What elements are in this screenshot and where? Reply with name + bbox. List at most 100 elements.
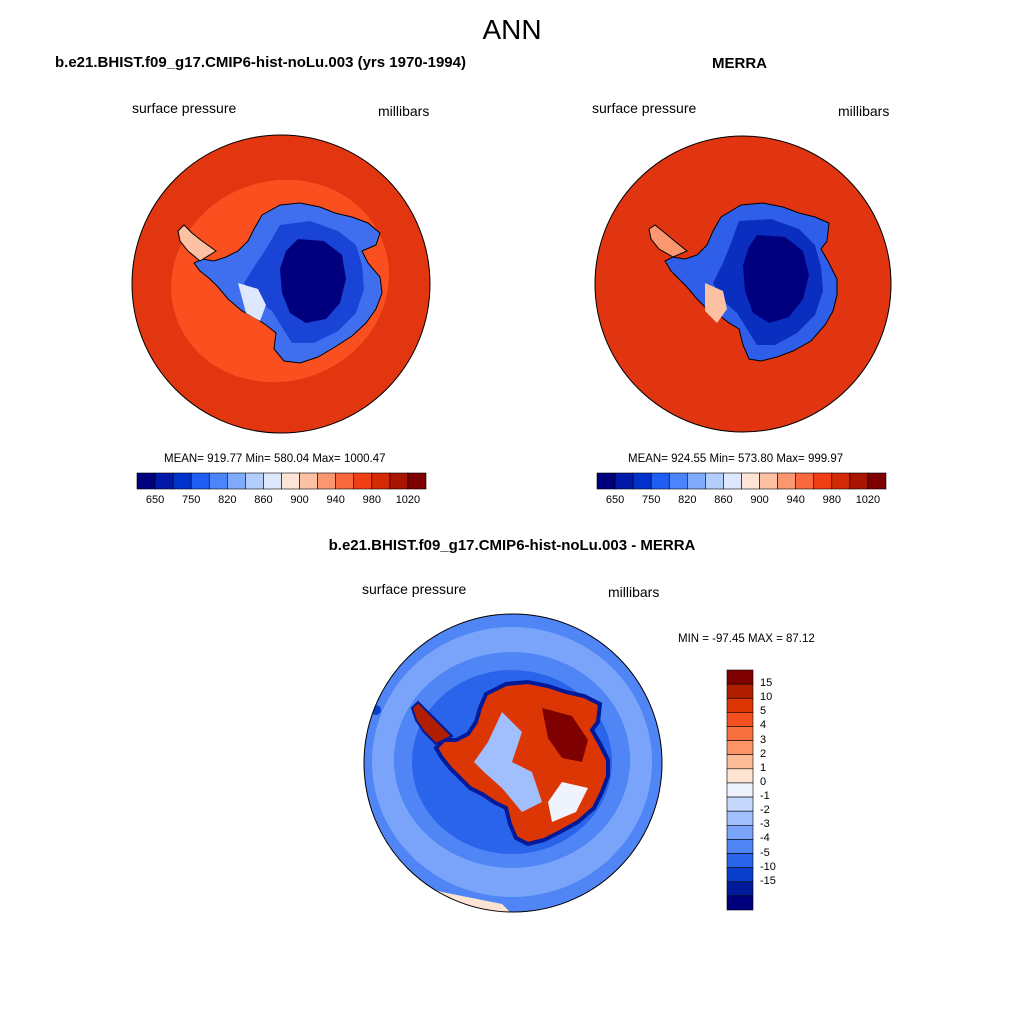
diff-colorbar-box bbox=[726, 712, 754, 727]
diff-antarctica-blue-mix bbox=[474, 712, 542, 812]
obs-colorbar-box bbox=[596, 472, 616, 490]
model-colorbar-box bbox=[154, 472, 174, 490]
obs-colorbar-ticks: 650 750 820 860 900 940 980 1020 bbox=[597, 494, 886, 510]
model-colorbar-box bbox=[245, 472, 264, 490]
diff-colorbar-tick-label: 5 bbox=[760, 705, 767, 718]
model-colorbar-box bbox=[353, 472, 373, 490]
obs-colorbar-tick-label: 650 bbox=[605, 494, 625, 506]
diff-colorbar-tick-label: -10 bbox=[760, 860, 776, 873]
obs-colorbar-box bbox=[813, 472, 833, 490]
diff-colorbar-tick-label: -5 bbox=[760, 846, 770, 859]
model-colorbar-box bbox=[281, 472, 300, 490]
model-colorbar-box bbox=[407, 472, 427, 490]
obs-colorbar-box bbox=[759, 472, 778, 490]
obs-colorbar-box bbox=[687, 472, 706, 490]
diff-units-label: millibars bbox=[608, 584, 660, 600]
obs-colorbar-box bbox=[795, 472, 815, 490]
diff-colorbar-box bbox=[726, 839, 754, 854]
diff-variable-label: surface pressure bbox=[362, 581, 467, 597]
model-colorbar-tick-label: 750 bbox=[182, 494, 201, 506]
model-colorbar-box bbox=[299, 472, 318, 490]
model-plateau-high bbox=[280, 239, 346, 323]
diff-colorbar-tick-label: 15 bbox=[760, 677, 773, 690]
model-colorbar-box bbox=[227, 472, 246, 490]
model-colorbar-box bbox=[335, 472, 355, 490]
obs-colorbar-tick-label: 820 bbox=[678, 494, 697, 506]
model-colorbar-box bbox=[317, 472, 336, 490]
model-colorbar-tick-label: 940 bbox=[326, 494, 345, 506]
model-peninsula bbox=[177, 224, 217, 262]
model-colorbar bbox=[136, 472, 427, 490]
diff-colorbar-box bbox=[726, 782, 754, 798]
model-colorbar-tick-label: 980 bbox=[362, 494, 381, 506]
model-colorbar-tick-label: 650 bbox=[145, 494, 165, 506]
model-colorbar-box bbox=[208, 472, 228, 490]
diff-colorbar-tick-label: -1 bbox=[760, 790, 770, 803]
diff-colorbar-tick-label: -15 bbox=[760, 874, 776, 887]
diff-antarctica-deep-red bbox=[542, 708, 588, 762]
diff-colorbar-tick-label: -4 bbox=[760, 832, 770, 845]
obs-colorbar-box bbox=[668, 472, 688, 490]
obs-colorbar-tick-label: 940 bbox=[786, 494, 805, 506]
obs-ice-shelf-light bbox=[705, 283, 727, 323]
model-ice-shelf-light bbox=[238, 283, 266, 321]
diff-colorbar-tick-label: -2 bbox=[760, 804, 770, 817]
model-colorbar-box bbox=[371, 472, 391, 490]
diff-colorbar-tick-label: -3 bbox=[760, 818, 770, 831]
obs-colorbar-box bbox=[650, 472, 670, 490]
obs-colorbar-box bbox=[741, 472, 760, 490]
obs-colorbar bbox=[596, 472, 887, 490]
diff-colorbar-box bbox=[726, 810, 754, 826]
obs-colorbar-tick-label: 980 bbox=[822, 494, 841, 506]
diff-colorbar-tick-label: 0 bbox=[760, 775, 767, 788]
model-colorbar-box bbox=[136, 472, 156, 490]
model-colorbar-tick-label: 900 bbox=[290, 494, 309, 506]
diff-colorbar-tick-label: 4 bbox=[760, 719, 767, 732]
diff-map-border bbox=[363, 613, 663, 913]
obs-colorbar-box bbox=[831, 472, 851, 490]
diff-colorbar-box bbox=[726, 824, 754, 840]
obs-colorbar-box bbox=[723, 472, 742, 490]
obs-plateau-high bbox=[743, 235, 809, 323]
diff-colorbar bbox=[726, 669, 754, 911]
model-variable-label: surface pressure bbox=[132, 100, 237, 116]
diff-colorbar-tick-label: 3 bbox=[760, 733, 767, 746]
model-units-label: millibars bbox=[378, 103, 430, 119]
diff-peninsula bbox=[410, 700, 454, 746]
model-panel-title: b.e21.BHIST.f09_g17.CMIP6-hist-noLu.003 … bbox=[55, 54, 466, 71]
diff-stats: MIN = -97.45 MAX = 87.12 bbox=[678, 633, 815, 645]
obs-polar-map bbox=[594, 135, 892, 433]
obs-map-border bbox=[594, 135, 892, 433]
diff-colorbar-box bbox=[726, 697, 754, 713]
diff-colorbar-labels: 15 10 5 4 3 2 1 0 -1 -2 -3 -4 -5 -10 -15 bbox=[760, 670, 800, 910]
diff-antarctica-east-mix bbox=[548, 782, 588, 822]
diff-colorbar-box bbox=[726, 853, 754, 868]
obs-colorbar-box bbox=[614, 472, 634, 490]
diff-colorbar-tick-label: 2 bbox=[760, 747, 767, 760]
model-colorbar-box bbox=[190, 472, 210, 490]
model-colorbar-box bbox=[172, 472, 192, 490]
model-stats: MEAN= 919.77 Min= 580.04 Max= 1000.47 bbox=[164, 453, 386, 465]
obs-colorbar-tick-label: 860 bbox=[714, 494, 733, 506]
obs-colorbar-tick-label: 900 bbox=[750, 494, 769, 506]
diff-colorbar-box bbox=[726, 796, 754, 812]
diff-panel-title: b.e21.BHIST.f09_g17.CMIP6-hist-noLu.003 … bbox=[328, 537, 696, 554]
diff-colorbar-box bbox=[726, 768, 754, 784]
diff-colorbar-box bbox=[726, 881, 754, 897]
model-colorbar-ticks: 650 750 820 860 900 940 980 1020 bbox=[137, 494, 426, 510]
diff-polar-map bbox=[363, 613, 663, 913]
diff-colorbar-box bbox=[726, 740, 754, 756]
obs-colorbar-box bbox=[777, 472, 796, 490]
diff-colorbar-box bbox=[726, 683, 754, 699]
diff-colorbar-box bbox=[726, 754, 754, 770]
model-colorbar-box bbox=[389, 472, 409, 490]
model-colorbar-tick-label: 820 bbox=[218, 494, 237, 506]
diff-colorbar-box bbox=[726, 895, 754, 911]
diff-colorbar-box bbox=[726, 669, 754, 685]
model-colorbar-box bbox=[263, 472, 282, 490]
obs-colorbar-box bbox=[705, 472, 724, 490]
obs-colorbar-tick-label: 1020 bbox=[855, 494, 881, 506]
model-polar-map bbox=[131, 134, 431, 434]
obs-colorbar-box bbox=[632, 472, 652, 490]
obs-colorbar-box bbox=[867, 472, 887, 490]
